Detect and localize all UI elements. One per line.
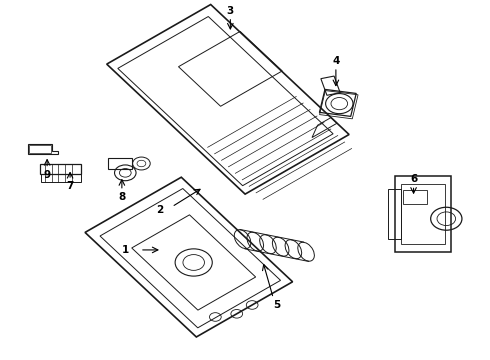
Text: 5: 5 <box>273 300 280 310</box>
Text: 2: 2 <box>156 206 163 216</box>
Text: 1: 1 <box>122 245 129 255</box>
Text: 4: 4 <box>332 56 340 66</box>
Text: 6: 6 <box>410 174 417 184</box>
Bar <box>108 158 132 168</box>
Text: 9: 9 <box>44 170 50 180</box>
Bar <box>40 164 81 174</box>
Text: 7: 7 <box>66 181 74 192</box>
Bar <box>403 190 427 204</box>
Bar <box>29 145 50 153</box>
Bar <box>41 174 81 182</box>
Text: 3: 3 <box>227 6 234 16</box>
Text: 8: 8 <box>118 192 125 202</box>
